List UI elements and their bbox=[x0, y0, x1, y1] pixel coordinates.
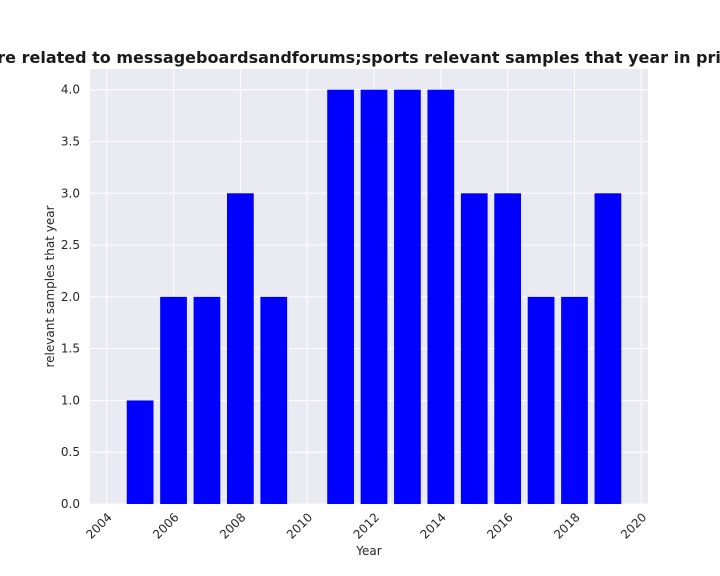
bar-2019 bbox=[594, 193, 622, 505]
y-tick-label: 0.5 bbox=[61, 445, 80, 459]
bar-2013 bbox=[394, 89, 421, 504]
y-tick-label: 4.0 bbox=[61, 83, 80, 97]
bar-2006 bbox=[160, 296, 187, 504]
bar-2008 bbox=[226, 193, 254, 505]
y-axis-label: relevant samples that year bbox=[43, 205, 57, 367]
bar-2015 bbox=[460, 193, 488, 505]
bar-2012 bbox=[360, 89, 388, 504]
bar-2018 bbox=[561, 296, 588, 504]
bar-2009 bbox=[260, 296, 288, 504]
y-tick-label: 1.0 bbox=[61, 393, 80, 407]
x-tick-label: 2016 bbox=[484, 510, 515, 541]
y-tick-label: 0.0 bbox=[61, 497, 80, 511]
x-tick-label: 2004 bbox=[83, 510, 114, 541]
x-tick-labels: 2004 2006 2008 2010 2012 2014 2016 2018 2020 bbox=[83, 510, 649, 541]
x-axis-label: Year bbox=[355, 544, 381, 558]
x-tick-label: 2020 bbox=[618, 510, 649, 541]
x-tick-label: 2008 bbox=[217, 510, 248, 541]
chart-title-text: Categories are related to messageboardsa… bbox=[0, 48, 720, 67]
x-tick-label: 2006 bbox=[150, 510, 181, 541]
y-tick-label: 3.5 bbox=[61, 135, 80, 149]
bar-2017 bbox=[527, 296, 555, 504]
x-tick-label: 2010 bbox=[284, 510, 315, 541]
y-tick-label: 1.5 bbox=[61, 342, 80, 356]
bar-2007 bbox=[193, 296, 221, 504]
chart-title: Categories are related to messageboardsa… bbox=[0, 47, 720, 69]
x-tick-label: 2018 bbox=[551, 510, 582, 541]
y-tick-labels: 0.0 0.5 1.0 1.5 2.0 2.5 3.0 3.5 4.0 bbox=[61, 83, 80, 511]
y-tick-label: 2.0 bbox=[61, 290, 80, 304]
x-tick-label: 2014 bbox=[417, 510, 448, 541]
x-tick-label: 2012 bbox=[351, 510, 382, 541]
y-tick-label: 2.5 bbox=[61, 238, 80, 252]
bar-2016 bbox=[494, 193, 522, 505]
bar-2005 bbox=[126, 400, 154, 504]
bar-2011 bbox=[327, 89, 354, 504]
bars bbox=[126, 89, 622, 505]
y-tick-label: 3.0 bbox=[61, 186, 80, 200]
bar-2014 bbox=[427, 89, 455, 504]
